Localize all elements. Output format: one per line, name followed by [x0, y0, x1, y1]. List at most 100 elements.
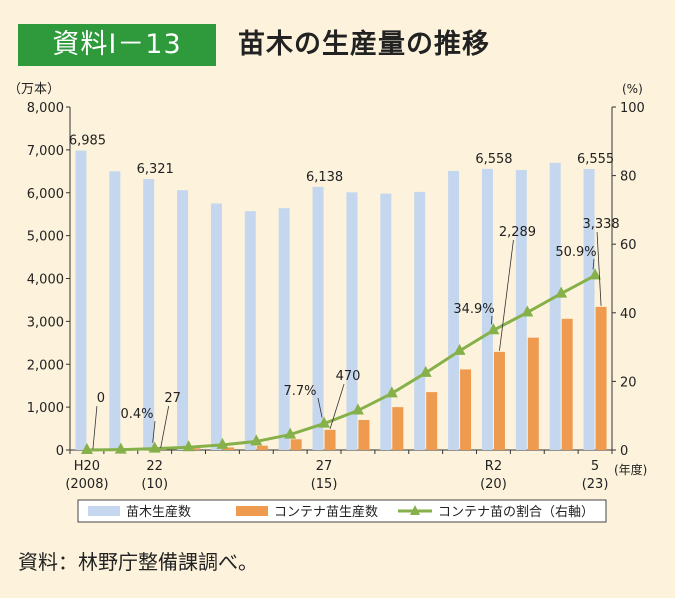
ratio-point: [80, 443, 93, 454]
left-tick-label: 5,000: [27, 230, 64, 245]
legend-label: コンテナ苗の割合（右軸）: [438, 504, 594, 520]
seedling-bar: [177, 190, 189, 451]
right-tick-label: 20: [620, 375, 637, 390]
left-tick-label: 8,000: [27, 101, 64, 116]
ratio-point: [318, 416, 331, 428]
chart-title: 苗木の生産量の推移: [238, 29, 490, 60]
left-tick-label: 1,000: [27, 401, 64, 416]
right-tick-label: 80: [620, 170, 637, 185]
right-tick-label: 40: [620, 307, 637, 322]
container-bar: [595, 306, 607, 450]
x-tick-label: 22: [146, 459, 163, 474]
legend-label: 苗木生産数: [126, 504, 191, 520]
container-bar: [527, 337, 539, 450]
x-tick-label: H20: [74, 459, 100, 474]
legend-box: [77, 499, 607, 523]
seedling-value-label: 6,321: [137, 162, 174, 177]
seedling-value-label: 6,985: [69, 134, 106, 149]
seedling-bar: [278, 208, 290, 450]
x-tick-label-sub: (20): [480, 477, 507, 492]
seedling-bar: [380, 193, 392, 451]
container-bar: [222, 447, 234, 450]
x-tick-label: R2: [485, 459, 502, 474]
seedling-bar: [109, 171, 121, 450]
x-tick-label-sub: (23): [582, 477, 609, 492]
ratio-point: [182, 440, 195, 452]
seedling-value-label: 6,558: [475, 152, 512, 167]
seedling-bar: [515, 170, 527, 450]
container-value-label: 0: [97, 391, 105, 406]
container-label-leader: [596, 231, 602, 306]
ratio-point: [419, 365, 432, 377]
x-tick-label-sub: (10): [141, 477, 168, 492]
x-tick-label: 27: [316, 459, 333, 474]
container-bar: [290, 439, 302, 450]
left-tick-label: 4,000: [27, 273, 64, 288]
seedling-value-label: 6,555: [577, 152, 614, 167]
right-tick-label: 100: [620, 101, 645, 116]
x-tick-label-sub: (15): [311, 477, 338, 492]
seedling-bar: [583, 168, 595, 450]
left-tick-label: 7,000: [27, 144, 64, 159]
ratio-point: [114, 442, 127, 454]
right-axis-unit: (%): [622, 82, 643, 96]
figure-number-badge: 資料Ⅰ－13: [18, 24, 216, 66]
container-bar: [358, 419, 370, 450]
ratio-point: [555, 286, 568, 298]
container-value-label: 470: [336, 369, 361, 384]
ratio-label-leader: [491, 315, 493, 325]
seedling-value-label: 6,138: [306, 170, 343, 185]
ratio-value-label: 34.9%: [453, 302, 494, 317]
seedling-bar: [414, 191, 426, 450]
left-tick-label: 0: [56, 444, 64, 459]
x-tick-label: 5: [591, 459, 599, 474]
right-tick-label: 60: [620, 238, 637, 253]
ratio-point: [589, 268, 602, 280]
container-value-label: 3,338: [582, 217, 619, 232]
x-tick-label-sub: (2008): [65, 477, 108, 492]
x-axis-unit: (年度): [614, 462, 647, 477]
seedling-bar: [75, 150, 87, 450]
container-bar: [561, 318, 573, 450]
legend-swatch: [236, 506, 268, 516]
source-note: 資料：林野庁整備課調べ。: [18, 550, 258, 574]
container-bar: [256, 445, 268, 450]
seedling-bar: [312, 186, 324, 450]
ratio-value-label: 0.4%: [120, 407, 153, 422]
container-label-leader: [160, 405, 170, 448]
container-label-leader: [92, 405, 98, 450]
legend-label: コンテナ苗生産数: [274, 504, 378, 520]
ratio-value-label: 7.7%: [283, 384, 316, 399]
container-value-label: 27: [164, 391, 181, 406]
container-bar: [493, 351, 505, 450]
container-value-label: 2,289: [499, 225, 536, 240]
seedling-bar: [481, 168, 493, 450]
seedling-bar: [448, 170, 460, 451]
left-tick-label: 3,000: [27, 315, 64, 330]
container-label-leader: [499, 239, 514, 351]
legend-swatch-marker: [410, 505, 420, 515]
seedling-bar: [346, 192, 358, 451]
ratio-label-leader: [152, 420, 156, 443]
ratio-line: [86, 274, 596, 452]
container-label-leader: [329, 383, 345, 429]
ratio-point: [521, 305, 534, 317]
ratio-label-leader: [317, 397, 323, 418]
ratio-value-label: 50.9%: [555, 245, 596, 260]
left-tick-label: 2,000: [27, 358, 64, 373]
container-bar: [460, 369, 472, 450]
seedling-bar: [549, 162, 561, 451]
ratio-label-leader: [592, 258, 595, 270]
container-bar: [426, 392, 438, 450]
legend-swatch: [88, 506, 120, 516]
ratio-point: [284, 427, 297, 439]
ratio-point: [487, 323, 500, 335]
ratio-point: [148, 441, 161, 453]
left-tick-label: 6,000: [27, 187, 64, 202]
ratio-point: [250, 434, 263, 446]
container-bar: [324, 429, 336, 450]
seedling-bar: [244, 211, 256, 450]
left-axis-unit: （万本）: [8, 82, 60, 97]
right-tick-label: 0: [620, 444, 628, 459]
